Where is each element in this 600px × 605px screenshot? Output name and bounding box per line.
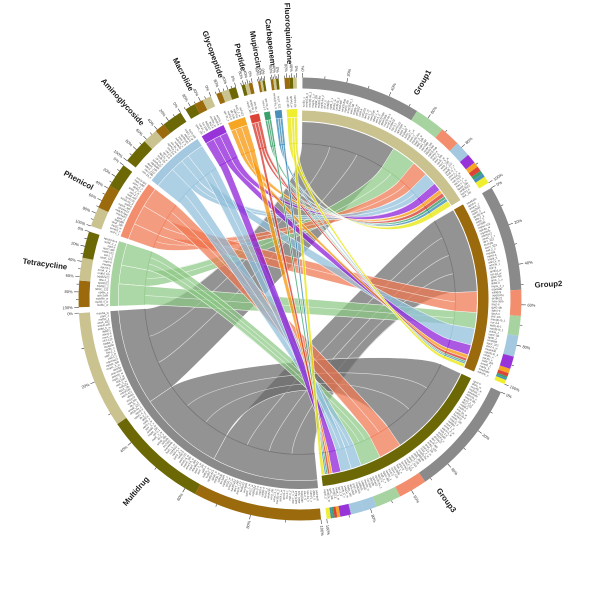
svg-text:80%: 80% (65, 289, 74, 294)
svg-text:0%: 0% (300, 65, 305, 71)
svg-text:80%: 80% (284, 64, 289, 73)
svg-text:100%: 100% (62, 305, 73, 310)
svg-text:60%: 60% (527, 303, 536, 308)
svg-text:60%: 60% (65, 273, 74, 279)
svg-text:0%: 0% (67, 311, 74, 316)
svg-text:100%: 100% (319, 525, 325, 536)
svg-text:Group2: Group2 (534, 279, 563, 290)
svg-text:ndmH-1Ib: ndmH-1Ib (293, 95, 297, 108)
svg-text:80%: 80% (268, 65, 274, 74)
